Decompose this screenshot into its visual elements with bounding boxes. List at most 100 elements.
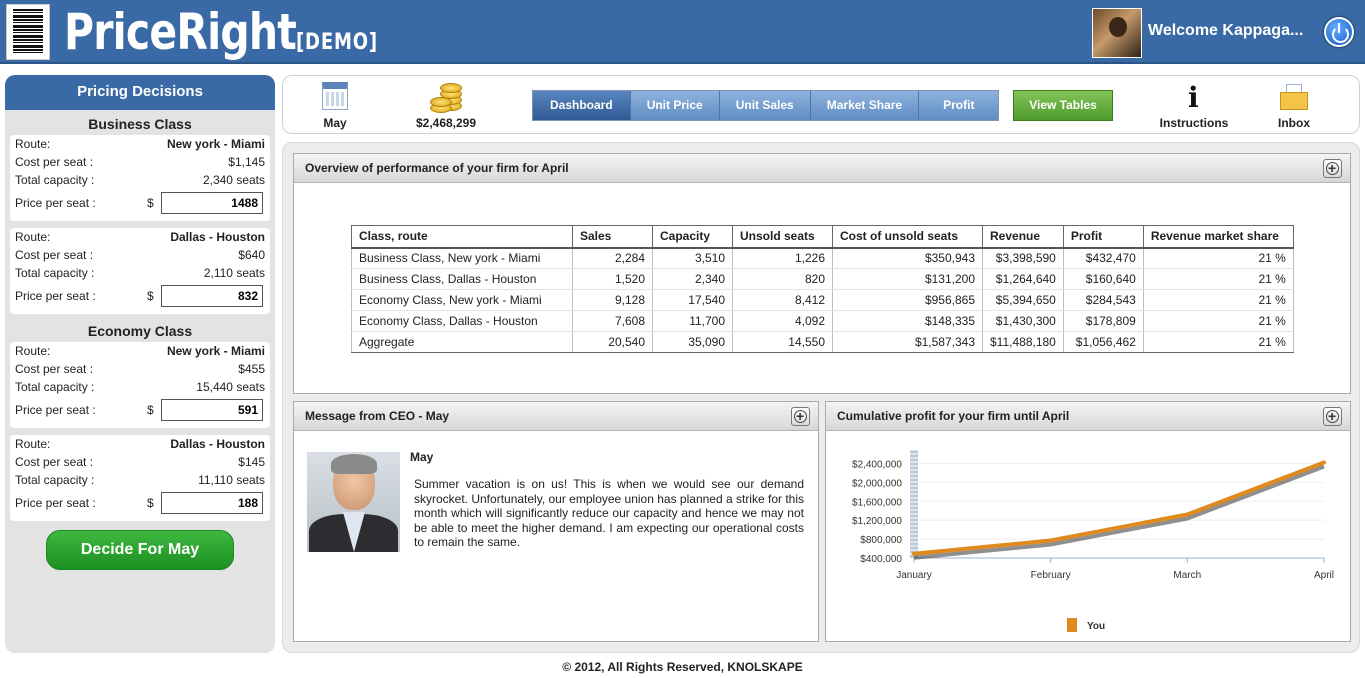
capacity-value: 2,340 seats [202, 173, 265, 187]
expand-plus-icon[interactable] [791, 407, 810, 426]
table-cell: $3,398,590 [982, 247, 1064, 269]
table-cell: $1,056,462 [1062, 331, 1144, 353]
column-header: Revenue [982, 225, 1064, 249]
table-cell: 20,540 [572, 331, 653, 353]
top-toolbar: May $2,468,299 Dashboard Unit Price Unit… [282, 75, 1360, 134]
overview-panel: Overview of performance of your firm for… [293, 153, 1351, 394]
tab-profit[interactable]: Profit [919, 91, 999, 120]
power-icon[interactable] [1324, 17, 1354, 47]
performance-table: Class, route Sales Capacity Unsold seats… [351, 225, 1294, 353]
route-card-economy-dallas-houston: Route: Dallas - Houston Cost per seat : $1… [10, 435, 270, 521]
price-input-economy-dallas-houston[interactable] [161, 492, 263, 514]
series-point [1185, 512, 1190, 517]
table-cell: 4,092 [732, 310, 833, 332]
x-tick-label: March [1173, 570, 1201, 581]
expand-plus-icon[interactable] [1323, 407, 1342, 426]
currency-symbol: $ [147, 289, 154, 303]
table-row: Business Class, New york - Miami 2,284 3,5… [351, 247, 1294, 269]
table-cell: 11,700 [652, 310, 733, 332]
capacity-value: 11,110 seats [198, 473, 265, 487]
series-point [1322, 460, 1326, 465]
x-tick-label: February [1031, 570, 1071, 581]
table-cell: $5,394,650 [982, 289, 1064, 311]
overview-title: Overview of performance of your firm for… [305, 161, 569, 175]
route-card-economy-ny-miami: Route: New york - Miami Cost per seat : $4… [10, 342, 270, 428]
cost-value: $145 [238, 455, 265, 469]
currency-symbol: $ [147, 496, 154, 510]
info-icon[interactable]: i [1188, 81, 1199, 114]
route-label: Route: [15, 344, 51, 358]
route-label: Route: [15, 137, 51, 151]
table-cell: 8,412 [732, 289, 833, 311]
price-input-business-dallas-houston[interactable] [161, 285, 263, 307]
table-cell: 820 [732, 268, 833, 290]
ceo-message-text: Summer vacation is on us! This is when w… [414, 477, 804, 549]
instructions-link[interactable]: Instructions [1159, 116, 1229, 130]
ceo-message-panel: Message from CEO - May May Summer vacati… [293, 401, 819, 642]
table-cell: $131,200 [832, 268, 983, 290]
table-row: Economy Class, New york - Miami 9,128 17,5… [351, 289, 1294, 311]
capacity-value: 15,440 seats [196, 380, 265, 394]
aggregate-row: Aggregate 20,540 35,090 14,550 $1,587,343 $11… [351, 331, 1294, 353]
table-cell: $432,470 [1062, 247, 1144, 269]
chart-panel-title: Cumulative profit for your firm until Ap… [837, 409, 1070, 423]
price-label: Price per seat : [15, 196, 96, 210]
tab-unit-sales[interactable]: Unit Sales [719, 91, 811, 120]
table-cell: 17,540 [652, 289, 733, 311]
route-card-business-ny-miami: Route: New york - Miami Cost per seat : $1… [10, 135, 270, 221]
table-cell: Business Class, New york - Miami [351, 247, 573, 269]
table-cell: 21 % [1142, 268, 1294, 290]
capacity-label: Total capacity : [15, 173, 95, 187]
cost-value: $1,145 [228, 155, 265, 169]
barcode-icon [6, 4, 50, 60]
table-cell: 14,550 [732, 331, 833, 353]
demo-badge: [DEMO] [295, 30, 378, 55]
table-cell: 21 % [1142, 310, 1294, 332]
tab-unit-price[interactable]: Unit Price [630, 91, 720, 120]
decide-button[interactable]: Decide For May [46, 530, 234, 570]
price-input-business-ny-miami[interactable] [161, 192, 263, 214]
ceo-photo [307, 452, 400, 552]
table-cell: 9,128 [572, 289, 653, 311]
ceo-panel-title: Message from CEO - May [305, 409, 450, 423]
series-line-shadow [913, 464, 1325, 560]
table-cell: $350,943 [832, 247, 983, 269]
x-tick-label: January [896, 570, 932, 581]
tab-market-share[interactable]: Market Share [810, 91, 920, 120]
table-cell: 1,520 [572, 268, 653, 290]
table-cell: 7,608 [572, 310, 653, 332]
legend-label: You [1087, 621, 1105, 632]
tab-dashboard[interactable]: Dashboard [533, 91, 631, 120]
ceo-panel-header: Message from CEO - May [294, 402, 818, 431]
cumulative-profit-panel: Cumulative profit for your firm until Ap… [825, 401, 1351, 642]
series-point [912, 551, 916, 556]
inbox-icon[interactable] [1280, 84, 1308, 110]
sidebar-title: Pricing Decisions [5, 75, 275, 110]
column-header: Sales [572, 225, 653, 249]
table-header-row: Class, route Sales Capacity Unsold seats… [351, 225, 1294, 249]
current-month: May [323, 116, 347, 130]
route-card-business-dallas-houston: Route: Dallas - Houston Cost per seat : $6… [10, 228, 270, 314]
table-cell: $11,488,180 [982, 331, 1064, 353]
table-cell: 35,090 [652, 331, 733, 353]
overview-panel-header: Overview of performance of your firm for… [294, 154, 1350, 183]
column-header: Unsold seats [732, 225, 833, 249]
route-value: New york - Miami [166, 344, 265, 358]
expand-plus-icon[interactable] [1323, 159, 1342, 178]
route-value: New york - Miami [166, 137, 265, 151]
legend-swatch [1067, 618, 1077, 632]
column-header: Profit [1062, 225, 1144, 249]
price-label: Price per seat : [15, 403, 96, 417]
inbox-link[interactable]: Inbox [1278, 116, 1310, 130]
price-input-economy-ny-miami[interactable] [161, 399, 263, 421]
price-label: Price per seat : [15, 496, 96, 510]
cost-value: $640 [238, 248, 265, 262]
y-tick-label: $2,400,000 [852, 459, 902, 470]
view-tables-button[interactable]: View Tables [1013, 90, 1113, 121]
table-cell: 21 % [1142, 331, 1294, 353]
capacity-value: 2,110 seats [203, 266, 265, 280]
calendar-icon [322, 82, 348, 110]
column-header: Class, route [351, 225, 573, 249]
y-tick-label: $800,000 [860, 535, 902, 546]
user-avatar[interactable] [1092, 8, 1142, 58]
